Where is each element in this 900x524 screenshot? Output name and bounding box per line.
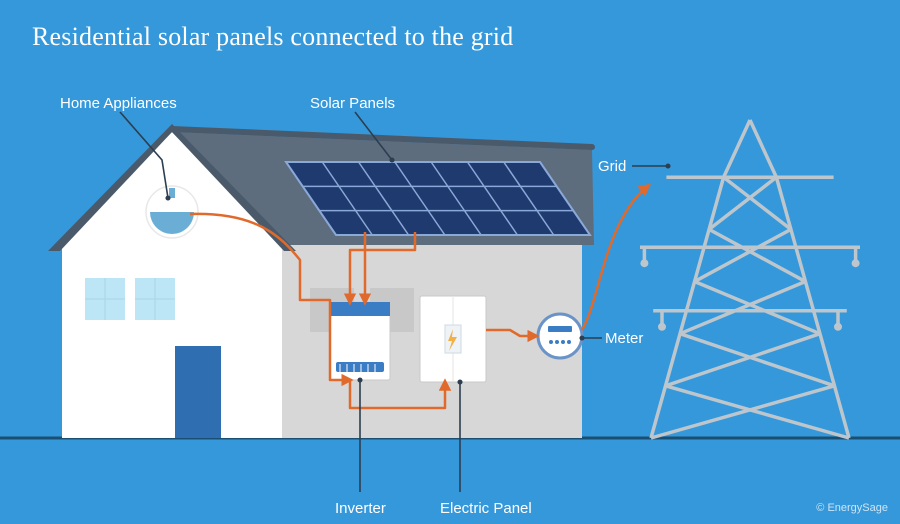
label-electric-panel: Electric Panel <box>440 500 532 517</box>
label-solar-panels: Solar Panels <box>310 95 395 112</box>
scene-svg <box>0 0 900 524</box>
grid-pylon-icon <box>640 120 860 438</box>
label-inverter: Inverter <box>335 500 386 517</box>
house-front-wall <box>62 245 282 438</box>
page-title: Residential solar panels connected to th… <box>32 22 513 52</box>
meter-icon <box>538 314 582 358</box>
diagram-canvas: Residential solar panels connected to th… <box>0 0 900 524</box>
label-grid: Grid <box>598 158 626 175</box>
front-door <box>175 346 221 438</box>
credit-text: © EnergySage <box>816 502 888 514</box>
label-meter: Meter <box>605 330 643 347</box>
label-home-appliances: Home Appliances <box>60 95 177 112</box>
